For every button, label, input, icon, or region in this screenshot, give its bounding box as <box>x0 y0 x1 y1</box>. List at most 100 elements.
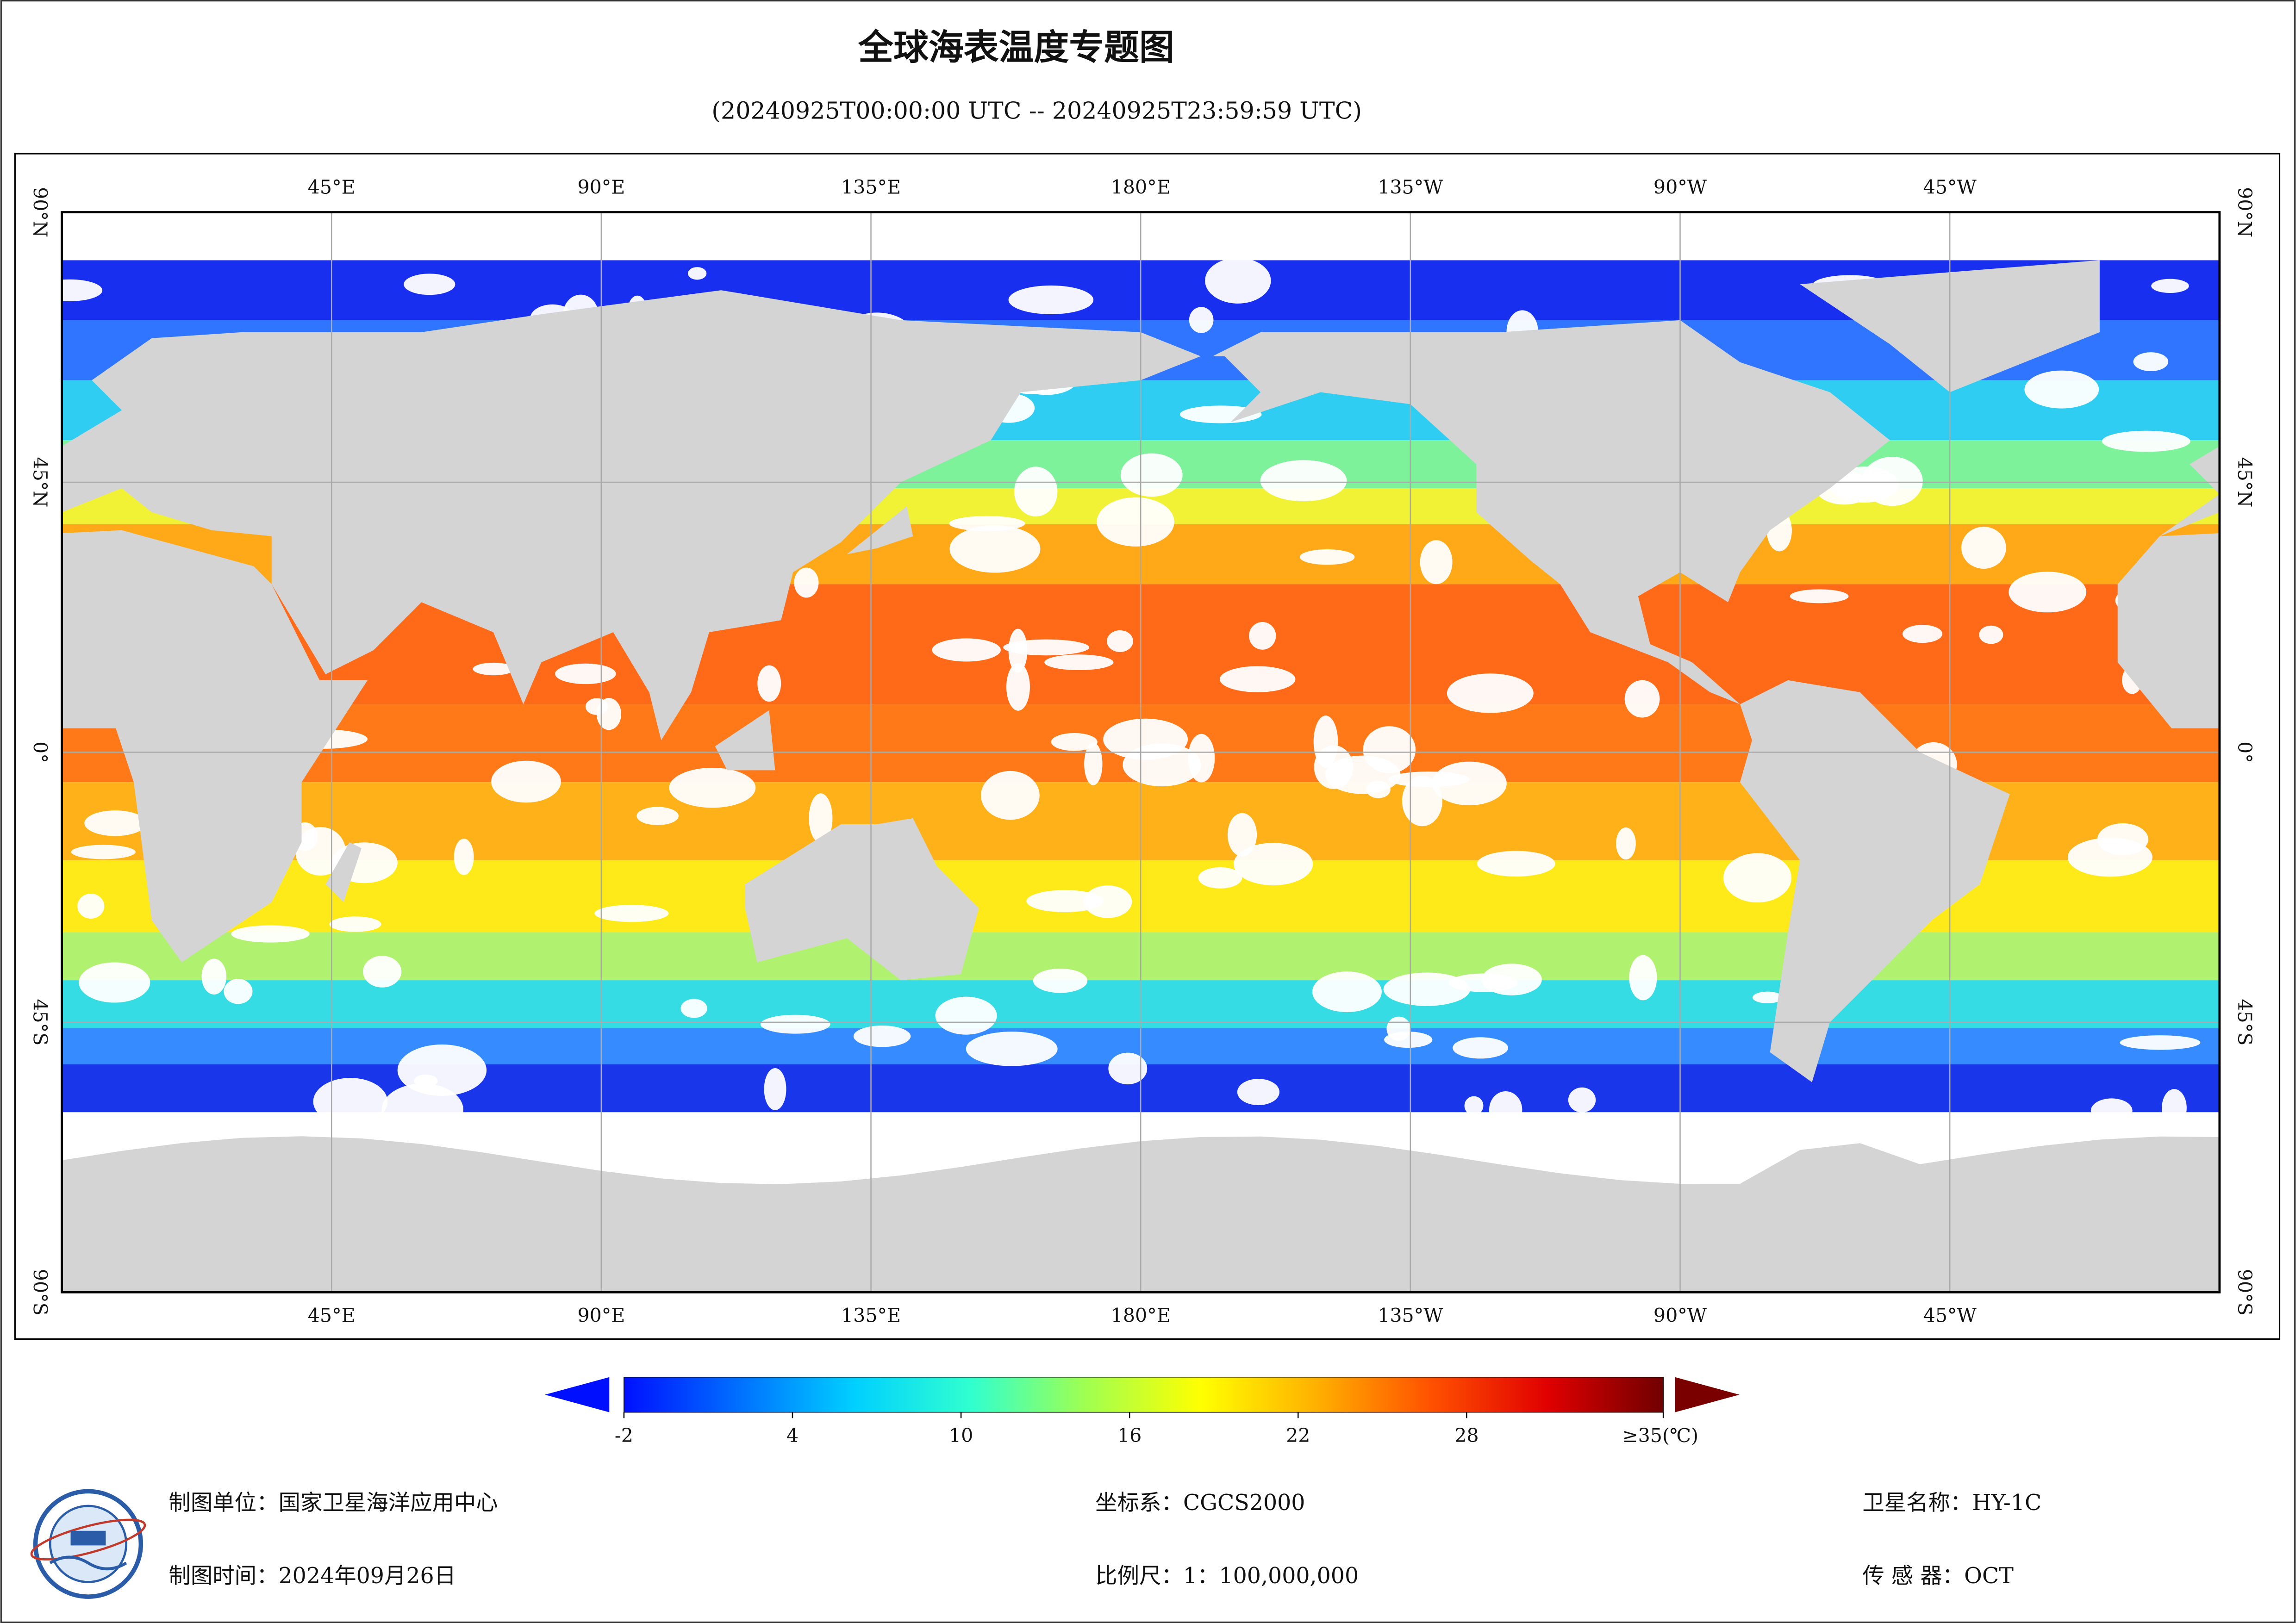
cloud-gap <box>201 958 227 995</box>
footer-item: 坐标系：CGCS2000 <box>1095 1490 1305 1516</box>
cloud-gap <box>1084 885 1132 918</box>
cloud-gap <box>329 916 381 932</box>
lat-label-right: 90°S <box>2234 1269 2256 1316</box>
cloud-gap <box>1189 307 1214 333</box>
map-area <box>62 212 2220 1293</box>
cloud-gap <box>1008 628 1028 673</box>
land <box>1740 680 2010 1082</box>
cloud-gap <box>1624 680 1660 718</box>
cloud-gap <box>1629 955 1657 1001</box>
lat-label-left: 45°N <box>29 457 51 508</box>
cloud-gap <box>1198 867 1242 889</box>
cloud-gap <box>1366 780 1391 798</box>
cloud-gap <box>2151 279 2189 293</box>
map-frame <box>14 153 2281 1340</box>
lat-label-right: 90°N <box>2234 187 2256 237</box>
title: 全球海表温度专题图 <box>858 27 1174 68</box>
colorbar-low-arrow <box>545 1377 610 1412</box>
cloud-gap <box>1249 622 1276 650</box>
lon-label-top: 135°E <box>841 176 901 198</box>
cloud-gap <box>1051 733 1098 751</box>
lon-label-bottom: 45°E <box>308 1305 356 1327</box>
land <box>62 530 368 963</box>
land <box>2117 533 2220 728</box>
lon-label-top: 180°E <box>1111 176 1171 198</box>
cloud-gap <box>1790 589 1849 603</box>
cloud-gap <box>794 567 819 598</box>
land <box>847 506 913 554</box>
cloud-gap <box>760 1014 830 1034</box>
cloud-gap <box>2133 352 2169 372</box>
colorbar-tick-label: ≥35(℃) <box>1622 1424 1698 1447</box>
cloud-gap <box>1260 460 1347 502</box>
cloud-gap <box>1219 666 1296 692</box>
lon-label-top: 90°E <box>577 176 625 198</box>
lon-label-top: 45°W <box>1923 176 1977 198</box>
land <box>715 710 775 771</box>
cloud-gap <box>363 956 402 988</box>
cloud-gap <box>687 267 707 280</box>
land <box>325 842 362 902</box>
colorbar-tick-label: -2 <box>615 1424 633 1447</box>
cloud-gap <box>231 925 310 943</box>
cloud-gap <box>473 662 515 676</box>
cloud-gap <box>1205 258 1271 304</box>
cloud-gap <box>1044 654 1114 671</box>
cloud-gap <box>1234 843 1313 886</box>
lat-label-right: 45°N <box>2234 457 2256 508</box>
cloud-gap <box>1979 625 2003 644</box>
footer-item: 制图单位：国家卫星海洋应用中心 <box>168 1490 498 1516</box>
logo <box>30 1489 146 1599</box>
lon-label-bottom: 135°E <box>841 1305 901 1327</box>
lat-label-left: 90°N <box>29 187 51 237</box>
lon-label-top: 90°W <box>1653 176 1707 198</box>
cloud-gap <box>1107 630 1133 652</box>
footer-item: 卫星名称：HY-1C <box>1862 1490 2041 1516</box>
cloud-gap <box>585 698 608 715</box>
footer-item: 制图时间：2024年09月26日 <box>168 1563 456 1589</box>
cloud-gap <box>2024 370 2099 409</box>
colorbar: -2 4 10 16 22 28 ≥35(℃) <box>545 1376 1740 1447</box>
cloud-gap <box>1006 663 1030 711</box>
cloud-gap <box>1097 497 1174 547</box>
cloud-gap <box>1179 405 1262 423</box>
lon-label-top: 135°W <box>1378 176 1443 198</box>
cloud-gap <box>1312 971 1382 1013</box>
cloud-gap <box>1447 673 1534 713</box>
cloud-gap <box>1120 453 1183 497</box>
cloud-gap <box>1903 625 1942 643</box>
cloud-gap <box>949 516 1025 531</box>
land <box>62 290 1201 740</box>
cloud-gap <box>1014 466 1058 517</box>
cloud-gap <box>1961 527 2006 569</box>
cloud-gap <box>79 962 150 1003</box>
cloud-gap <box>1386 1016 1411 1041</box>
graticule-labels: 45°E 45°E 90°E 90°E 135°E 135°E 180°E 180°E 135°… <box>29 176 2255 1326</box>
lon-label-bottom: 90°E <box>577 1305 625 1327</box>
cloud-gap <box>669 767 756 808</box>
cloud-gap <box>1753 991 1783 1004</box>
lon-label-bottom: 90°W <box>1653 1305 1707 1327</box>
cloud-gap <box>809 793 833 843</box>
map-border <box>61 211 2221 1293</box>
cloud-gap <box>981 771 1040 820</box>
lat-label-right: 45°S <box>2234 999 2256 1045</box>
cloud-gap <box>1383 972 1471 1006</box>
land <box>2159 446 2220 536</box>
cloud-gap <box>1402 775 1442 827</box>
cloud-gap <box>1420 540 1453 585</box>
cloud-gap <box>1363 726 1416 774</box>
lon-label-bottom: 180°E <box>1111 1305 1171 1327</box>
cloud-gap <box>680 999 707 1018</box>
footer: 制图单位：国家卫星海洋应用中心 坐标系：CGCS2000 卫星名称：HY-1C 制图时… <box>168 1490 2041 1589</box>
cloud-gap <box>1299 549 1355 565</box>
cloud-gap <box>1237 1079 1280 1106</box>
land <box>1212 320 1890 704</box>
colorbar-tick-label: 16 <box>1117 1424 1142 1447</box>
lat-label-left: 90°S <box>29 1269 51 1316</box>
cloud-gap <box>757 665 781 702</box>
cloud-gap <box>77 893 105 919</box>
lon-label-bottom: 45°W <box>1923 1305 1977 1327</box>
footer-item: 比例尺：1：100,000,000 <box>1095 1563 1359 1589</box>
cloud-gap <box>594 905 669 922</box>
